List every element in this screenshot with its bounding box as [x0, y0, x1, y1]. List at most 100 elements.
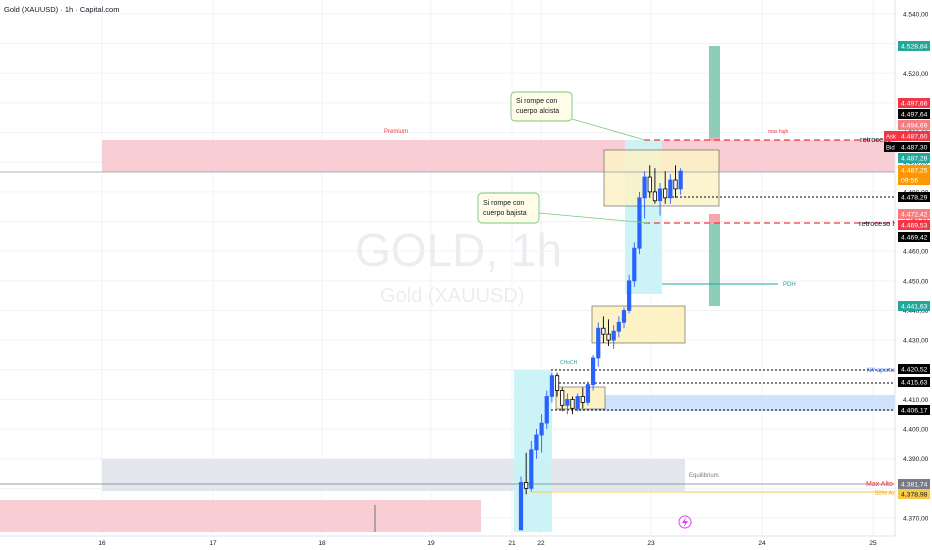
- candle: [632, 242, 637, 287]
- zones: [0, 46, 895, 532]
- price-label-bg: [898, 98, 930, 108]
- candle: [673, 165, 678, 198]
- chart-title: Gold (XAUUSD) · 1h · Capital.com: [4, 5, 119, 14]
- price-label-bg: [898, 377, 930, 387]
- candle-body: [570, 399, 575, 409]
- x-tick-label: 17: [209, 540, 217, 547]
- y-tick-label: 4.410,00: [903, 397, 929, 404]
- price-label-text: 4.469,53: [901, 223, 928, 230]
- price-label: 4.487,30 Bid: [884, 142, 930, 152]
- candle: [627, 274, 632, 314]
- price-label: 4.381,74: [898, 479, 930, 489]
- price-axis-bg: [895, 0, 932, 536]
- candle-body: [539, 422, 544, 436]
- candle-body: [554, 375, 560, 391]
- price-label-text: 4.494,69: [901, 123, 928, 130]
- price-label-bg: [898, 109, 930, 119]
- x-tick-label: 19: [427, 540, 435, 547]
- candle: [596, 322, 601, 367]
- candle-body: [678, 170, 683, 190]
- annotation-line-1: Si rompe con: [516, 98, 557, 105]
- price-label: 4.487,60 Ask: [884, 131, 930, 141]
- price-label: 4.441,63: [898, 301, 930, 311]
- candle: [544, 390, 549, 430]
- discount-zone: [0, 500, 481, 532]
- price-label-text: 4.528,84: [901, 44, 928, 51]
- candle-body: [534, 434, 539, 451]
- price-label-text: 09:56: [901, 178, 918, 185]
- price-label-text: 4.478,29: [901, 195, 928, 202]
- lightning-icon[interactable]: [678, 515, 692, 529]
- candle-body: [652, 191, 658, 202]
- candle: [575, 393, 580, 412]
- price-label-text: 4.415,63: [901, 380, 928, 387]
- candle: [601, 316, 606, 344]
- annotation-pointer: [538, 212, 649, 224]
- annotation-line-2: cuerpo bajista: [483, 210, 527, 217]
- candle-body: [657, 188, 663, 202]
- retroceso-label: retroceso: [860, 135, 891, 144]
- candle-body: [565, 399, 570, 406]
- annotation-alcista[interactable]: Si rompe con cuerpo alcista: [510, 91, 646, 141]
- asia-label: 50% Asia: [875, 491, 901, 497]
- y-tick-label: 4.400,00: [903, 427, 929, 434]
- price-label-bg: [898, 120, 930, 130]
- price-label-bg: [898, 41, 930, 51]
- ny-apertura-label: NY apertura: [867, 368, 900, 374]
- price-tag-text: Bid: [886, 146, 895, 152]
- candle: [652, 168, 658, 204]
- max-alto-d-label: Max Alto D: [866, 481, 900, 488]
- levels: [0, 139, 895, 532]
- time-axis-bg: [0, 536, 932, 550]
- candle: [549, 372, 555, 403]
- equilibrium-label: Equilibrium: [689, 473, 719, 479]
- price-label: 4.469,42: [898, 232, 930, 242]
- candle-body: [596, 327, 601, 359]
- price-label-bg: [898, 192, 930, 202]
- price-label-text: 4.469,42: [901, 235, 928, 242]
- x-tick-label: 23: [647, 540, 655, 547]
- candle-body: [518, 482, 524, 531]
- watermark-main: GOLD, 1h: [355, 224, 562, 276]
- long-stop-zone: [709, 214, 720, 306]
- time-axis-ticks[interactable]: 16 17 18 19 21 22 23 24 25: [98, 540, 877, 547]
- candle: [570, 396, 575, 415]
- price-label-bg: [898, 142, 930, 152]
- candle: [621, 307, 627, 329]
- price-label-bg: [898, 209, 930, 219]
- y-tick-label: 4.490,00: [903, 160, 929, 167]
- long-entry-zone: [709, 137, 720, 141]
- annotation-bajista[interactable]: Si rompe con cuerpo bajista: [477, 192, 649, 224]
- price-tag-bg: [884, 131, 898, 141]
- price-label-bg: [898, 489, 930, 499]
- y-tick-label: 4.440,00: [903, 308, 929, 315]
- price-label-bg: [898, 232, 930, 242]
- annotation-box: [477, 192, 540, 224]
- premium-zone: [102, 140, 895, 172]
- price-label: 4.487,28: [898, 153, 930, 163]
- watermark-sub: Gold (XAUUSD): [380, 285, 524, 307]
- y-tick-label: 4.430,00: [903, 338, 929, 345]
- candle: [663, 171, 668, 204]
- candle: [657, 182, 663, 216]
- price-label-text: 4.487,28: [901, 156, 928, 163]
- price-label-bg: [898, 301, 930, 311]
- candle-body: [611, 330, 616, 341]
- candle-body: [601, 327, 606, 335]
- price-label: 4.472,42: [898, 209, 930, 219]
- price-label-bg: [898, 165, 930, 175]
- price-label-bg: [898, 175, 930, 185]
- candle-body: [663, 188, 668, 199]
- price-label: 4.497,64: [898, 109, 930, 119]
- candle-body: [560, 390, 565, 406]
- candle-body: [529, 449, 534, 489]
- long-risk-zone: [709, 214, 720, 224]
- candle-body: [544, 396, 549, 424]
- bullish-fvg-band: [577, 395, 895, 411]
- price-label-text: 4.487,60: [901, 134, 928, 141]
- candle: [678, 168, 683, 195]
- candle: [565, 393, 570, 415]
- candle-body: [637, 197, 642, 249]
- price-label: 4.494,69: [898, 120, 930, 130]
